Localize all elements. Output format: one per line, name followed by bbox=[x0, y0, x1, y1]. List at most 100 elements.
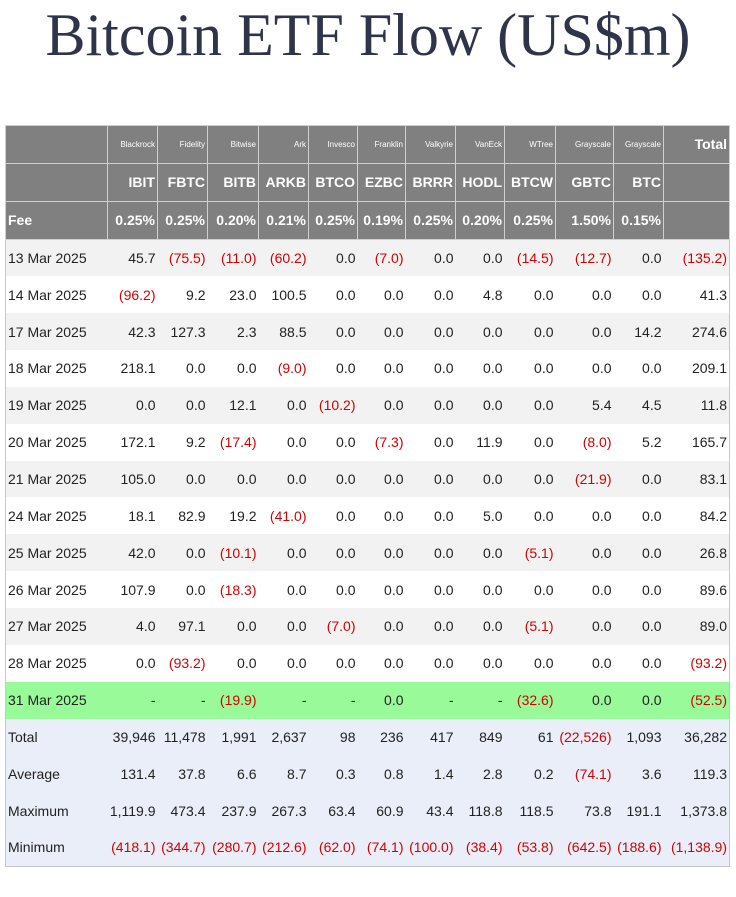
summary-cell: 11,478 bbox=[157, 718, 208, 756]
provider-row: Blackrock Fidelity Bitwise Ark Invesco Frankl… bbox=[5, 125, 730, 164]
flow-cell: (5.1) bbox=[504, 607, 556, 645]
fee: 0.21% bbox=[258, 200, 309, 240]
flow-cell: 12.1 bbox=[207, 386, 259, 424]
summary-cell: 0.3 bbox=[308, 755, 358, 793]
summary-cell: (280.7) bbox=[207, 829, 259, 867]
flow-cell: (7.0) bbox=[308, 607, 358, 645]
day-row: 26 Mar 2025 107.9 0.0 (18.3) 0.0 0.0 0.0 0.0 0.0… bbox=[5, 571, 730, 608]
flow-cell: 0.0 bbox=[613, 534, 664, 572]
summary-cell: (22,526) bbox=[555, 718, 614, 756]
flow-cell: 0.0 bbox=[613, 644, 664, 682]
fee-row: Fee 0.25% 0.25% 0.20% 0.21% 0.25% 0.19% 0.25% 0.… bbox=[5, 200, 730, 240]
flow-cell: 0.0 bbox=[357, 350, 406, 387]
summary-cell: 39,946 bbox=[107, 718, 158, 756]
total-header: Total bbox=[663, 125, 730, 164]
flow-cell: 19.2 bbox=[207, 497, 259, 535]
flow-cell: 0.0 bbox=[308, 239, 358, 277]
summary-cell: 36,282 bbox=[663, 718, 730, 756]
date: 18 Mar 2025 bbox=[5, 350, 108, 387]
flow-cell: 0.0 bbox=[357, 681, 406, 719]
flow-cell: 45.7 bbox=[107, 239, 158, 277]
flow-cell: 0.0 bbox=[613, 681, 664, 719]
flow-cell: 0.0 bbox=[405, 386, 456, 424]
summary-row: Total 39,946 11,478 1,991 2,637 98 236 417 849 61… bbox=[5, 718, 730, 756]
day-row: 27 Mar 2025 4.0 97.1 0.0 0.0 (7.0) 0.0 0.0 0.0 (5… bbox=[5, 607, 730, 645]
flow-cell: 0.0 bbox=[455, 644, 505, 682]
flow-cell: 0.0 bbox=[555, 571, 614, 608]
date: 21 Mar 2025 bbox=[5, 460, 108, 498]
flow-cell: 0.0 bbox=[455, 534, 505, 572]
fee: 0.25% bbox=[405, 200, 456, 240]
ticker: BTC bbox=[613, 162, 664, 202]
summary-row: Average 131.4 37.8 6.6 8.7 0.3 0.8 1.4 2.8 0.2 (74… bbox=[5, 755, 730, 793]
flow-cell: (32.6) bbox=[504, 681, 556, 719]
flow-cell: 97.1 bbox=[157, 607, 208, 645]
day-row: 13 Mar 2025 45.7 (75.5) (11.0) (60.2) 0.0 (7.0… bbox=[5, 239, 730, 277]
flow-cell: (93.2) bbox=[663, 644, 730, 682]
flow-cell: 0.0 bbox=[504, 423, 556, 461]
flow-cell: 0.0 bbox=[207, 644, 259, 682]
date: 17 Mar 2025 bbox=[5, 313, 108, 351]
flow-cell: 0.0 bbox=[504, 644, 556, 682]
flow-cell: 0.0 bbox=[613, 276, 664, 314]
flow-cell: 89.0 bbox=[663, 607, 730, 645]
flow-cell: - bbox=[258, 681, 309, 719]
flow-cell: 0.0 bbox=[555, 534, 614, 572]
summary-rows: Total 39,946 11,478 1,991 2,637 98 236 417 849 61… bbox=[5, 718, 730, 867]
summary-cell: 1,119.9 bbox=[107, 792, 158, 830]
flow-cell: 11.9 bbox=[455, 423, 505, 461]
summary-cell: (1,138.9) bbox=[663, 829, 730, 867]
empty-cell bbox=[663, 162, 730, 202]
flow-cell: 0.0 bbox=[308, 534, 358, 572]
empty-cell bbox=[663, 200, 730, 240]
flow-cell: 11.8 bbox=[663, 386, 730, 424]
flow-cell: 2.3 bbox=[207, 313, 259, 351]
flow-cell: 0.0 bbox=[455, 386, 505, 424]
fee: 0.25% bbox=[157, 200, 208, 240]
summary-cell: 8.7 bbox=[258, 755, 309, 793]
flow-cell: 26.8 bbox=[663, 534, 730, 572]
flow-cell: 0.0 bbox=[555, 276, 614, 314]
fee: 0.20% bbox=[455, 200, 505, 240]
flow-cell: 0.0 bbox=[555, 681, 614, 719]
flow-cell: 0.0 bbox=[405, 607, 456, 645]
fee: 0.25% bbox=[107, 200, 158, 240]
flow-cell: 4.5 bbox=[613, 386, 664, 424]
flow-cell: 0.0 bbox=[258, 644, 309, 682]
flow-cell: - bbox=[405, 681, 456, 719]
flow-cell: 0.0 bbox=[308, 423, 358, 461]
flow-cell: 0.0 bbox=[613, 571, 664, 608]
summary-cell: (74.1) bbox=[555, 755, 614, 793]
summary-label: Average bbox=[5, 755, 108, 793]
flow-cell: 0.0 bbox=[258, 386, 309, 424]
flow-cell: 0.0 bbox=[308, 313, 358, 351]
flow-cell: (93.2) bbox=[157, 644, 208, 682]
day-row: 17 Mar 2025 42.3 127.3 2.3 88.5 0.0 0.0 0.0 0.0 0… bbox=[5, 313, 730, 351]
flow-cell: (7.0) bbox=[357, 239, 406, 277]
flow-cell: 82.9 bbox=[157, 497, 208, 535]
flow-cell: 0.0 bbox=[308, 644, 358, 682]
flow-cell: 0.0 bbox=[504, 350, 556, 387]
flow-cell: 0.0 bbox=[258, 571, 309, 608]
empty-cell bbox=[5, 162, 108, 202]
date: 14 Mar 2025 bbox=[5, 276, 108, 314]
summary-cell: (212.6) bbox=[258, 829, 309, 867]
provider: Grayscale bbox=[613, 125, 664, 164]
summary-cell: (62.0) bbox=[308, 829, 358, 867]
flow-cell: 0.0 bbox=[504, 386, 556, 424]
flow-cell: 0.0 bbox=[613, 497, 664, 535]
date: 25 Mar 2025 bbox=[5, 534, 108, 572]
flow-cell: 9.2 bbox=[157, 276, 208, 314]
flow-cell: 0.0 bbox=[555, 607, 614, 645]
date: 24 Mar 2025 bbox=[5, 497, 108, 535]
summary-cell: 0.2 bbox=[504, 755, 556, 793]
flow-cell: (41.0) bbox=[258, 497, 309, 535]
flow-cell: 0.0 bbox=[258, 534, 309, 572]
flow-cell: 42.3 bbox=[107, 313, 158, 351]
provider: WTree bbox=[504, 125, 556, 164]
flow-cell: 88.5 bbox=[258, 313, 309, 351]
flow-cell: 0.0 bbox=[308, 571, 358, 608]
flow-cell: - bbox=[308, 681, 358, 719]
day-row: 18 Mar 2025 218.1 0.0 0.0 (9.0) 0.0 0.0 0.0 0.0 0… bbox=[5, 350, 730, 387]
flow-cell: 5.2 bbox=[613, 423, 664, 461]
